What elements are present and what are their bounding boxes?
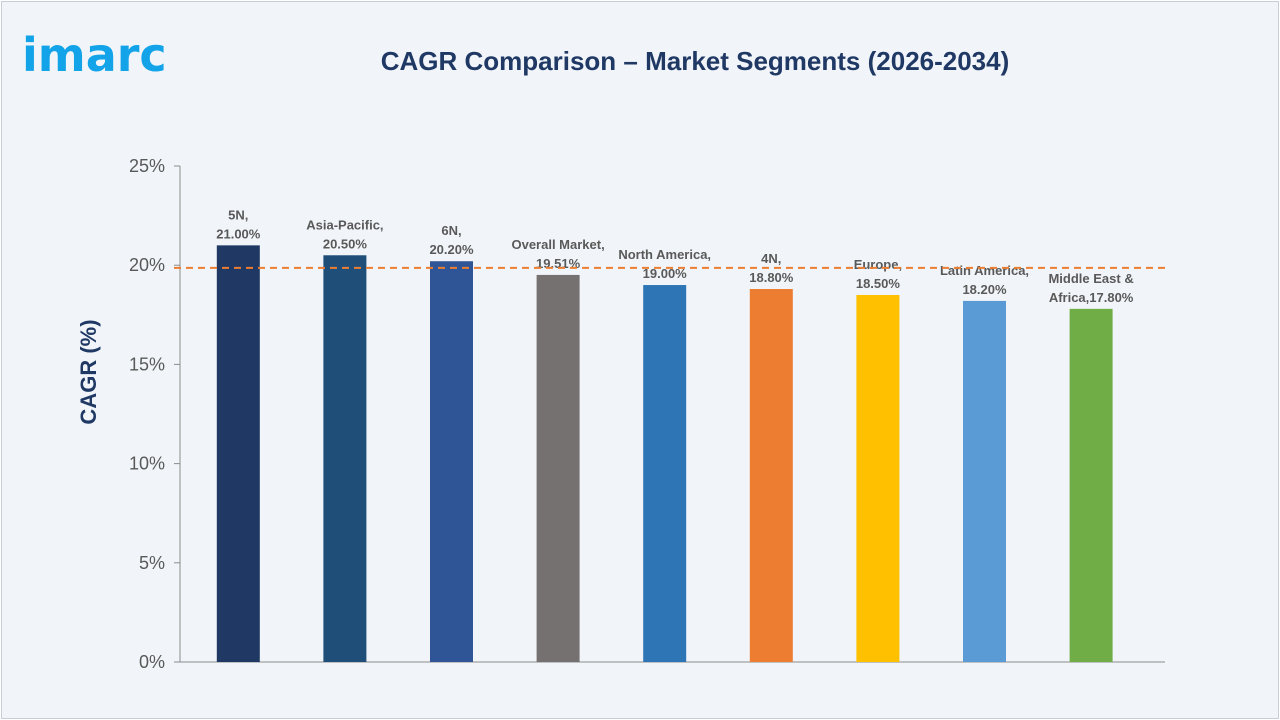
data-label-line: Overall Market, — [511, 237, 604, 252]
chart-title: CAGR Comparison – Market Segments (2026-… — [380, 46, 1010, 76]
bar — [536, 274, 580, 662]
data-label: 4N, 18.80% — [749, 251, 794, 285]
bar — [430, 261, 473, 662]
data-label: 6N, 20.20% — [429, 223, 474, 257]
data-label: Middle East & Africa,17.80% — [1048, 271, 1133, 305]
data-label-line: 18.20% — [962, 282, 1007, 297]
data-label-line: 18.50% — [856, 276, 901, 291]
y-tick-label: 20% — [129, 255, 165, 275]
y-tick-label: 0% — [139, 652, 165, 672]
imarc-logo: imarc — [22, 28, 167, 82]
y-axis-label: CAGR (%) — [76, 319, 101, 424]
data-label-line: North America, — [618, 247, 711, 262]
data-label-line: Africa,17.80% — [1049, 290, 1134, 305]
bar — [963, 300, 1006, 662]
bar — [643, 285, 687, 662]
bar — [1069, 308, 1113, 662]
bar — [323, 255, 367, 662]
data-label-line: Europe, — [854, 257, 902, 272]
y-tick-label: 15% — [129, 354, 165, 374]
data-label: 5N, 21.00% — [216, 207, 261, 241]
data-label: North America, 19.00% — [618, 247, 711, 281]
data-label-line: 19.00% — [643, 266, 688, 281]
y-tick-label: 5% — [139, 553, 165, 573]
data-label-line: 5N, — [228, 207, 248, 222]
data-label-line: 4N, — [761, 251, 781, 266]
data-label-line: Asia-Pacific, — [306, 217, 383, 232]
data-label-line: 20.50% — [323, 236, 368, 251]
data-label-line: Latin America, — [940, 263, 1029, 278]
data-label-line: 21.00% — [216, 226, 261, 241]
data-label: Europe, 18.50% — [854, 257, 902, 291]
data-label: Overall Market, 19.51% — [511, 237, 604, 271]
bar — [749, 289, 793, 662]
bar — [216, 245, 260, 663]
data-label: Latin America, 18.20% — [940, 263, 1029, 297]
data-label-line: 6N, — [441, 223, 461, 238]
y-tick-label: 25% — [129, 156, 165, 176]
y-tick-label: 10% — [129, 454, 165, 474]
data-label-line: Middle East & — [1048, 271, 1133, 286]
data-label: Asia-Pacific, 20.50% — [306, 217, 383, 251]
data-label-line: 20.20% — [429, 242, 474, 257]
data-label-line: 18.80% — [749, 270, 794, 285]
bar — [856, 294, 900, 662]
